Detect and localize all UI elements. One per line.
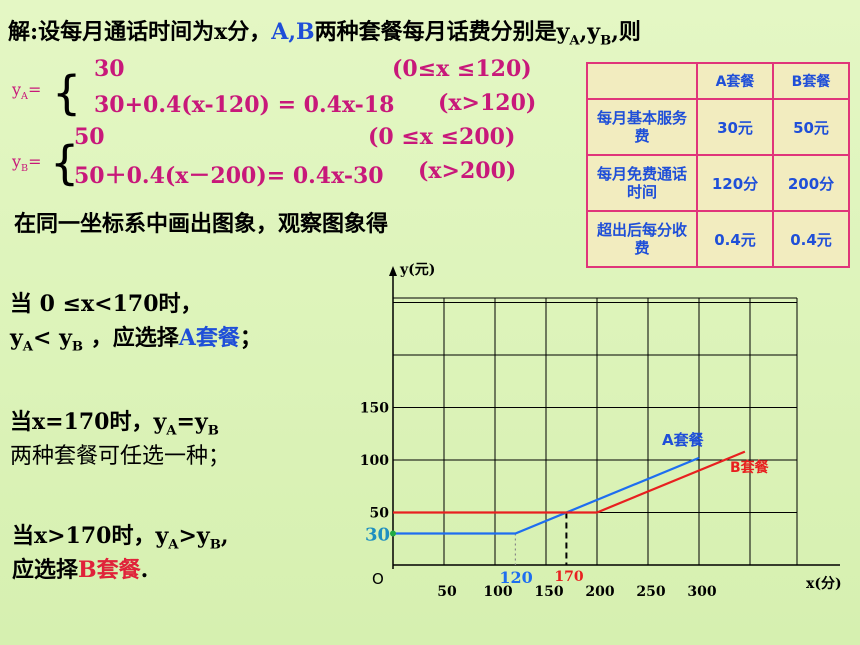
c1-y: y [10, 325, 23, 351]
observe-text: 在同一坐标系中画出图象，观察图象得 [14, 211, 389, 237]
eq-a-line2: 30+0.4(x-120) = 0.4x-18 [94, 92, 395, 118]
table-header-b: B套餐 [772, 62, 850, 100]
table-row-label: 每月基本服务费 [586, 98, 698, 156]
table-cell-a: 0.4元 [696, 210, 774, 268]
c3-sub-a: A [168, 537, 179, 553]
eq-a-line1: 30 [94, 56, 125, 82]
annotation-120: 120 [499, 568, 532, 587]
x-tick-label: 300 [687, 584, 716, 600]
x-tick-label: 150 [534, 584, 563, 600]
row-label-text: 每月免费通话时间 [596, 165, 687, 201]
heading-suffix: ,则 [611, 19, 641, 45]
x-axis-label: x(分) [806, 576, 842, 592]
eq-b-line2: 50＋0.4(x－200)= 0.4x-30 [74, 163, 384, 189]
eq-b-line1-cond: (0 ≤x ≤200) [368, 124, 516, 150]
series-label-b: B套餐 [730, 459, 770, 476]
table-row: 每月免费通话时间 120分 200分 [586, 154, 850, 212]
eq-b-lhs-eq: = [28, 152, 42, 171]
eq-a-line2-cond: (x>120) [438, 90, 537, 116]
conclusion-3-line2: 应选择B套餐. [12, 552, 148, 584]
eq-a-brace: { [52, 66, 82, 120]
series-line-a [393, 456, 700, 535]
row-label-text: 每月基本服务费 [596, 109, 687, 145]
origin-label: O [372, 570, 384, 588]
eq-b-lhs-y: y [12, 152, 22, 171]
y-tick-label: 100 [360, 453, 389, 469]
heading: 解:设每月通话时间为x分，A,B两种套餐每月话费分别是yA,yB,则 [8, 14, 641, 48]
table-header-blank [586, 62, 698, 100]
y-tick-label: 50 [370, 506, 390, 522]
y-axis-arrow [389, 266, 397, 276]
heading-mid: 两种套餐每月话费分别是y [314, 19, 570, 45]
eq-b-lhs: yB= [12, 152, 42, 174]
conclusion-1-line1: 当 0 ≤x<170时， [10, 291, 203, 317]
x-tick-label: 250 [636, 584, 665, 600]
c3-comma: , [220, 523, 229, 549]
x-tick-label: 200 [585, 584, 614, 600]
x-tick-label: 50 [437, 584, 457, 600]
table-header-a: A套餐 [696, 62, 774, 100]
x-tick-label: 100 [483, 584, 512, 600]
table-row: 超出后每分收费 0.4元 0.4元 [586, 210, 850, 268]
table-row-label: 超出后每分收费 [586, 210, 698, 268]
series-label-a: A套餐 [662, 431, 705, 449]
table-cell-b: 50元 [772, 98, 850, 156]
table-cell-a: 30元 [696, 98, 774, 156]
c3-choice: B套餐 [78, 557, 141, 583]
c2-sub-a: A [166, 423, 177, 439]
c2-sub-b: B [207, 423, 219, 439]
eq-b-line2-cond: (x>200) [418, 158, 517, 184]
table-cell-b: 0.4元 [772, 210, 850, 268]
eq-a-lhs-sub: A [21, 91, 28, 103]
annotation-30: 30 [365, 525, 390, 546]
conclusion-2-line1: 当x=170时，yA=yB [10, 404, 219, 438]
table-cell-b: 200分 [772, 154, 850, 212]
c1-end: ； [239, 325, 262, 351]
eq-b-lhs-sub: B [21, 163, 29, 175]
eq-a-lhs-y: y [12, 80, 22, 99]
annotation-170: 170 [554, 569, 583, 585]
c3-sub-b: B [209, 537, 221, 553]
table-row: 每月基本服务费 30元 50元 [586, 98, 850, 156]
c1-sub-b: B [71, 339, 84, 355]
table-header-row: A套餐 B套餐 [586, 62, 850, 100]
conclusion-3-line1: 当x>170时，yA>yB, [12, 518, 229, 552]
y-axis-label: y(元) [399, 262, 435, 278]
conclusion-1-line2: yA< yB ，应选择A套餐； [10, 320, 262, 354]
table-row-label: 每月免费通话时间 [586, 154, 698, 212]
c1-lt: < y [33, 325, 72, 351]
eq-b-brace: { [50, 136, 80, 190]
c2-pre: 当x=170时，y [10, 409, 167, 435]
row-label-text: 超出后每分收费 [596, 221, 687, 257]
c3-gt: >y [178, 523, 210, 549]
c2-eq: =y [176, 409, 208, 435]
table-cell-a: 120分 [696, 154, 774, 212]
c3-end: . [140, 557, 149, 583]
point-30-marker [390, 530, 396, 537]
c3-pre: 当x>170时，y [12, 523, 169, 549]
plan-comparison-table: A套餐 B套餐 每月基本服务费 30元 50元 每月免费通话时间 120分 20… [586, 62, 850, 268]
c1-mid: ，应选择 [83, 325, 179, 351]
heading-ab: A,B [271, 19, 315, 45]
c1-sub-a: A [22, 339, 34, 355]
series-line-b [393, 450, 746, 514]
conclusion-2-line2: 两种套餐可任选一种； [10, 444, 231, 469]
y-tick-label: 150 [360, 401, 389, 417]
eq-a-lhs-eq: = [27, 80, 42, 99]
heading-sub-b: B [600, 33, 612, 49]
eq-a-line1-cond: (0≤x ≤120) [392, 56, 532, 82]
heading-comma: ,y [579, 19, 601, 45]
c3-line2-pre: 应选择 [12, 557, 79, 583]
eq-a-lhs: yA= [12, 80, 41, 102]
heading-prefix: 解:设每月通话时间为x分， [8, 19, 272, 45]
eq-b-line1: 50 [74, 124, 105, 150]
heading-sub-a: A [569, 33, 580, 49]
c1-choice: A套餐 [178, 325, 240, 351]
